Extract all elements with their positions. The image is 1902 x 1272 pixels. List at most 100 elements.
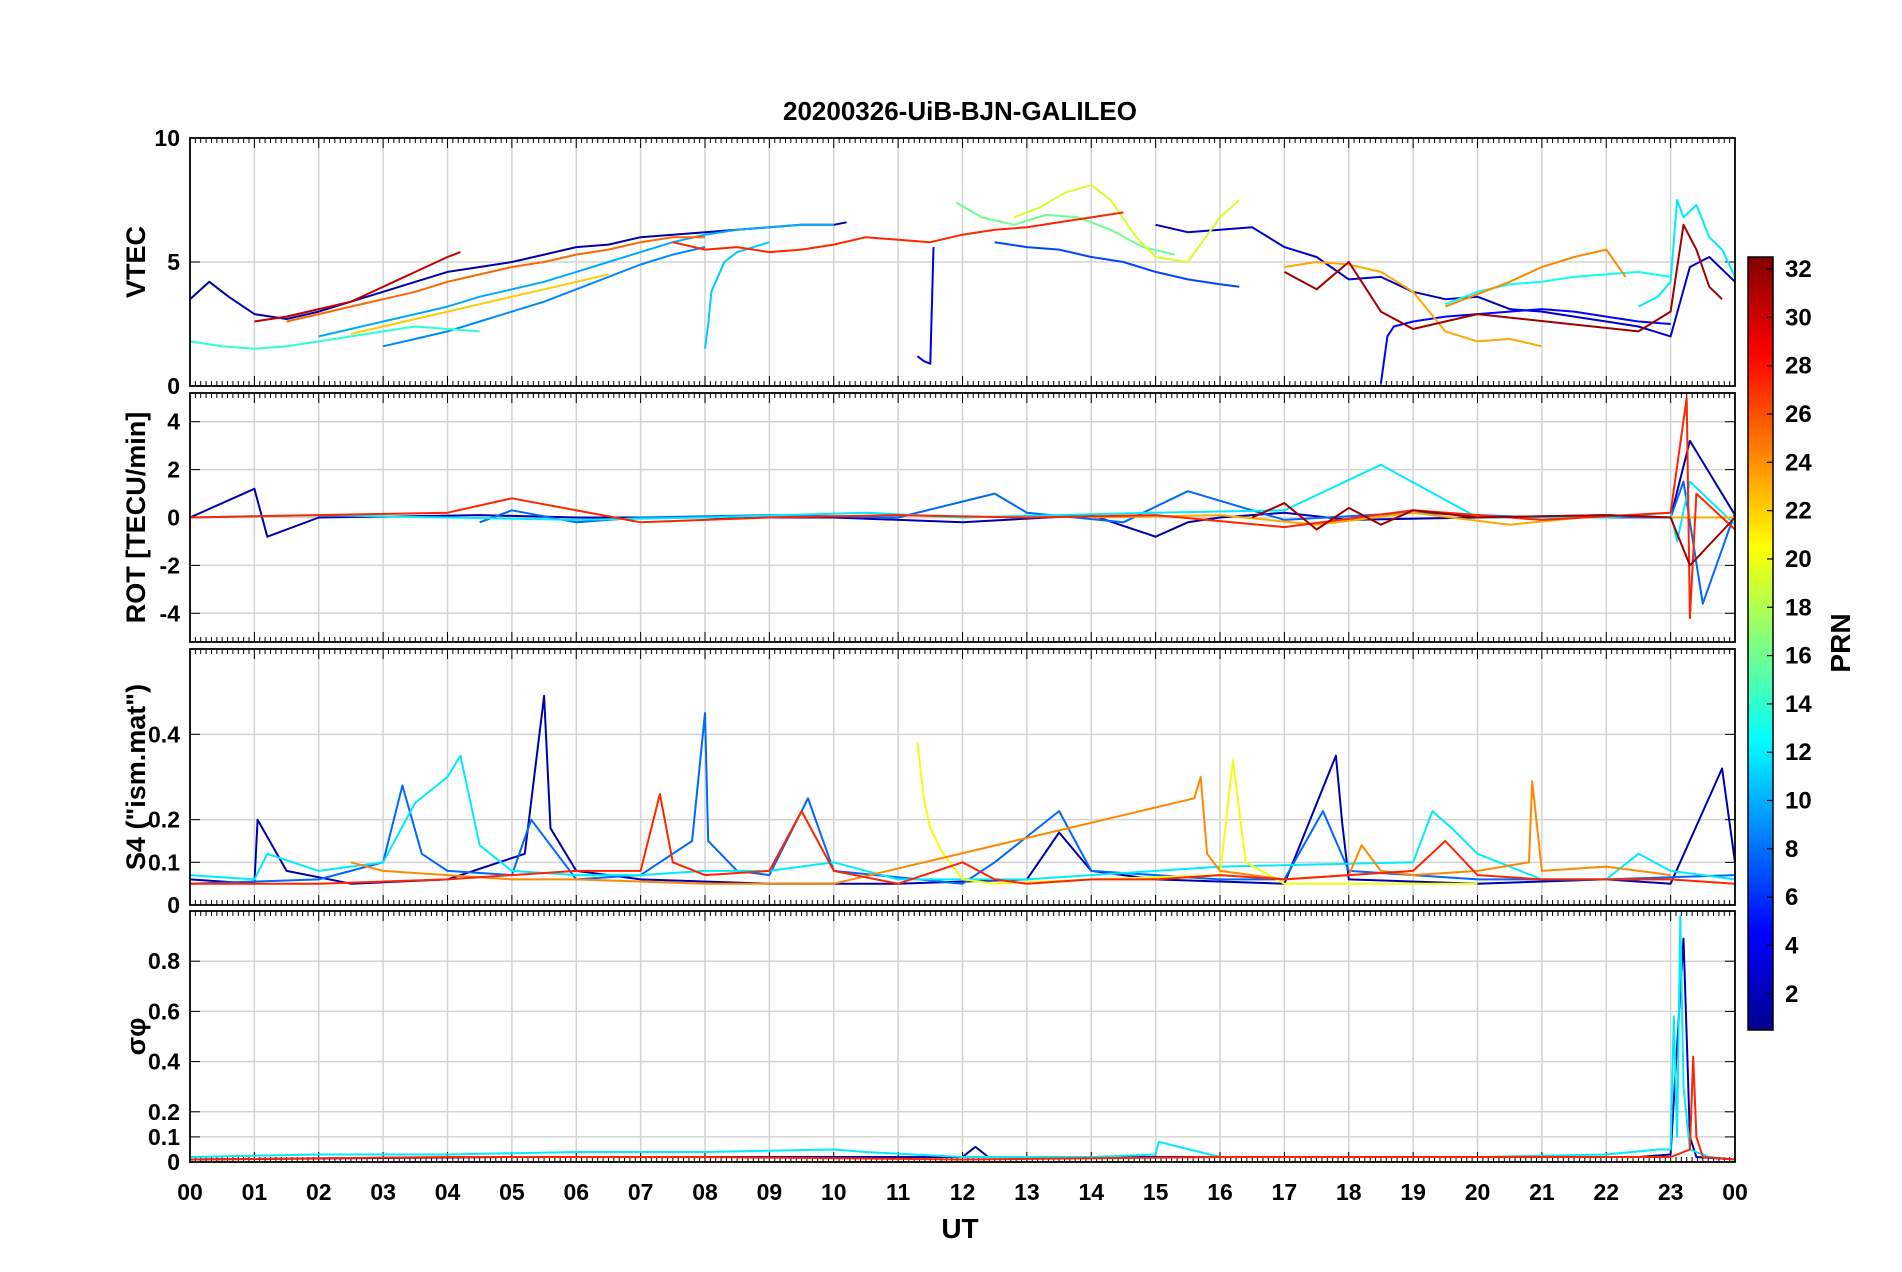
x-tick-label: 10 — [821, 1179, 847, 1205]
colorbar-tick-label: 18 — [1785, 594, 1812, 621]
colorbar-tick-label: 10 — [1785, 788, 1812, 815]
y-tick-label: 2 — [167, 457, 180, 483]
series-prn-25 — [286, 236, 705, 323]
series-prn-24 — [1444, 248, 1627, 308]
x-tick-label: 13 — [1014, 1179, 1040, 1205]
y-tick-label: 0.6 — [148, 998, 180, 1024]
series-prn-19 — [1013, 184, 1240, 263]
x-tick-label: 12 — [950, 1179, 976, 1205]
panel-frame — [189, 137, 1736, 387]
series-prn-22 — [350, 273, 609, 335]
y-tick-label: -4 — [160, 600, 181, 626]
colorbar-tick-label: 28 — [1785, 353, 1812, 380]
panel-s4: 0 0.1 0.2 0.4S4 ("ism.mat") — [121, 648, 1736, 918]
colorbar-tick-label: 6 — [1785, 884, 1798, 911]
x-tick-label: 01 — [242, 1179, 268, 1205]
y-tick-label: 0.4 — [148, 1049, 180, 1075]
series-prn-16 — [955, 201, 1176, 256]
x-tick-label: 16 — [1207, 1179, 1233, 1205]
x-tick-label: 05 — [499, 1179, 525, 1205]
series-prn-31 — [1283, 223, 1723, 333]
series-prn-9 — [382, 246, 706, 348]
x-tick-label: 04 — [435, 1179, 461, 1205]
series-prn-3 — [1155, 223, 1736, 338]
panel-sigma_phi: 00.10.2 0.4 0.6 0.8 σφ — [121, 910, 1736, 1175]
panel-frame — [189, 910, 1736, 1163]
x-tick-label: 08 — [692, 1179, 718, 1205]
series-prn-10 — [318, 223, 834, 338]
series-prn-14 — [189, 325, 480, 350]
colorbar-tick-label: 2 — [1785, 981, 1798, 1008]
series-prn-13 — [1444, 270, 1671, 306]
y-tick-label: 0 — [167, 373, 180, 399]
colorbar-tick-label: 32 — [1785, 256, 1812, 283]
y-tick-label: 4 — [167, 409, 180, 435]
colorbar-tick-label: 8 — [1785, 836, 1798, 863]
x-tick-label: 23 — [1658, 1179, 1684, 1205]
x-tick-label: 15 — [1143, 1179, 1169, 1205]
colorbar-tick-label: 22 — [1785, 498, 1812, 525]
colorbar-tick-label: 20 — [1785, 546, 1812, 573]
y-axis-label: σφ — [121, 1018, 151, 1056]
series-prn-8 — [189, 712, 1736, 885]
panel-frame — [189, 648, 1736, 906]
chart-title: 20200326-UiB-BJN-GALILEO — [783, 96, 1137, 126]
colorbar-tick-label: 26 — [1785, 401, 1812, 428]
colorbar-tick-label: 14 — [1785, 691, 1812, 718]
x-tick-label: 00 — [177, 1179, 203, 1205]
y-tick-label: 0.2 — [148, 1099, 180, 1125]
y-axis-label: VTEC — [121, 226, 151, 298]
series-prn-12 — [189, 754, 1736, 881]
y-tick-label: 5 — [167, 249, 180, 275]
colorbar-tick-label: 4 — [1785, 932, 1799, 959]
y-tick-label: 0.2 — [148, 807, 180, 833]
x-tick-label: 14 — [1078, 1179, 1104, 1205]
panel-frame — [189, 392, 1736, 643]
x-tick-label: 09 — [757, 1179, 783, 1205]
series-prn-27 — [189, 396, 1736, 620]
series-prn-27 — [189, 1055, 1736, 1161]
x-tick-label: 21 — [1529, 1179, 1555, 1205]
series-prn-24 — [350, 776, 1671, 885]
series-prn-2 — [189, 221, 847, 320]
series-prn-23 — [1284, 261, 1543, 348]
x-tick-label: 03 — [370, 1179, 396, 1205]
y-axis-label: ROT [TECU/min] — [121, 412, 151, 623]
y-tick-label: -2 — [160, 552, 180, 578]
y-tick-label: 0.1 — [148, 849, 180, 875]
y-tick-label: 0.1 — [148, 1124, 180, 1150]
x-tick-label: 07 — [628, 1179, 654, 1205]
panel-vtec: 0 5 10 VTEC — [121, 125, 1736, 399]
x-tick-label: 02 — [306, 1179, 332, 1205]
x-tick-label: 11 — [886, 1179, 911, 1205]
y-tick-label: 0 — [167, 892, 180, 918]
series-prn-27 — [672, 211, 1124, 254]
colorbar-tick-label: 12 — [1785, 739, 1812, 766]
series-prn-4 — [916, 247, 935, 365]
series-prn-11 — [704, 241, 770, 349]
series-prn-8 — [479, 480, 1736, 605]
series-prn-30 — [254, 251, 461, 323]
x-axis-label: UT — [941, 1213, 978, 1244]
x-tick-label: 18 — [1336, 1179, 1362, 1205]
x-tick-label: 19 — [1400, 1179, 1426, 1205]
colorbar-tick-label: 24 — [1785, 449, 1812, 476]
x-tick-label: 22 — [1593, 1179, 1619, 1205]
colorbar-tick-label: 30 — [1785, 304, 1812, 331]
series-prn-5 — [1379, 308, 1671, 384]
y-tick-label: 0 — [167, 505, 180, 531]
y-tick-label: 0.8 — [148, 948, 180, 974]
colorbar-label: PRN — [1825, 613, 1856, 672]
colorbar-gradient — [1747, 256, 1774, 1031]
series-prn-7 — [994, 241, 1240, 288]
y-axis-label: S4 ("ism.mat") — [121, 684, 151, 870]
x-tick-label: 00 — [1722, 1179, 1748, 1205]
panel-rot: -4 -2 0 2 4 ROT [TECU/min] — [121, 392, 1736, 643]
x-tick-label: 20 — [1465, 1179, 1491, 1205]
series-prn-31 — [1251, 502, 1736, 567]
y-tick-label: 0.4 — [148, 721, 180, 747]
colorbar-tick-label: 16 — [1785, 643, 1812, 670]
